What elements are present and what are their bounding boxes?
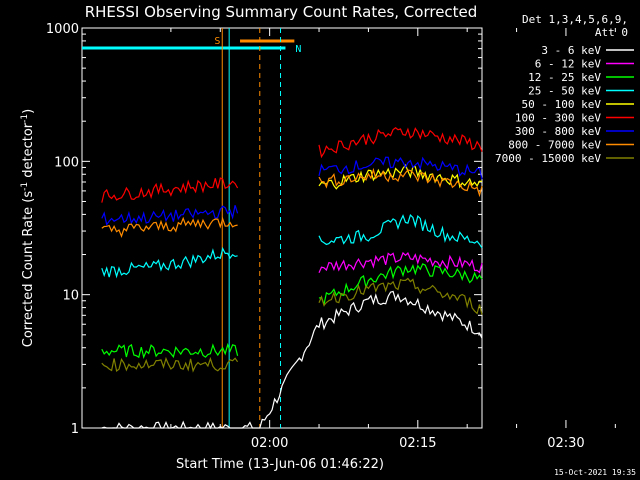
series-line-5: [101, 127, 483, 203]
y-tick-label: 1000: [46, 22, 79, 37]
legend-label: 7000 - 15000 keV: [495, 152, 601, 165]
legend-label: 3 - 6 keV: [541, 44, 601, 57]
y-tick-label: 100: [54, 155, 79, 170]
legend-label: 300 - 800 keV: [515, 125, 601, 138]
legend-header: Att 0: [595, 26, 628, 39]
footer-date: 15-Oct-2021 19:35: [554, 468, 636, 477]
data-series: [101, 127, 483, 430]
x-tick-label: 02:30: [547, 436, 584, 451]
series-line-6: [101, 156, 483, 227]
legend-label: 12 - 25 keV: [528, 71, 601, 84]
series-line-2: [101, 263, 483, 360]
legend-label: 100 - 300 keV: [515, 112, 601, 125]
saa-label: S: [214, 36, 220, 47]
y-axis: 1 10 100 1000: [46, 22, 482, 437]
legend-label: 50 - 100 keV: [522, 98, 602, 111]
y-tick-label: 10: [62, 289, 79, 304]
series-line-0: [101, 290, 483, 430]
legend-header: Det 1,3,4,5,6,9,: [522, 13, 628, 26]
legend-label: 800 - 7000 keV: [508, 139, 601, 152]
series-line-8: [101, 277, 483, 373]
night-label: N: [295, 44, 301, 55]
y-tick-label: 1: [71, 422, 79, 437]
chart-title: RHESSI Observing Summary Count Rates, Co…: [85, 3, 478, 21]
legend-label: 25 - 50 keV: [528, 85, 601, 98]
series-line-7: [101, 167, 483, 238]
x-tick-label: 02:15: [399, 436, 436, 451]
y-axis-label: Corrected Count Rate (s-1 detector-1): [20, 109, 36, 347]
legend-label: 6 - 12 keV: [535, 58, 602, 71]
x-axis-label: Start Time (13-Jun-06 01:46:22): [176, 457, 384, 472]
x-tick-label: 02:00: [251, 436, 288, 451]
series-line-3: [101, 213, 483, 279]
plot-frame: [81, 27, 483, 429]
series-line-1: [318, 251, 483, 274]
